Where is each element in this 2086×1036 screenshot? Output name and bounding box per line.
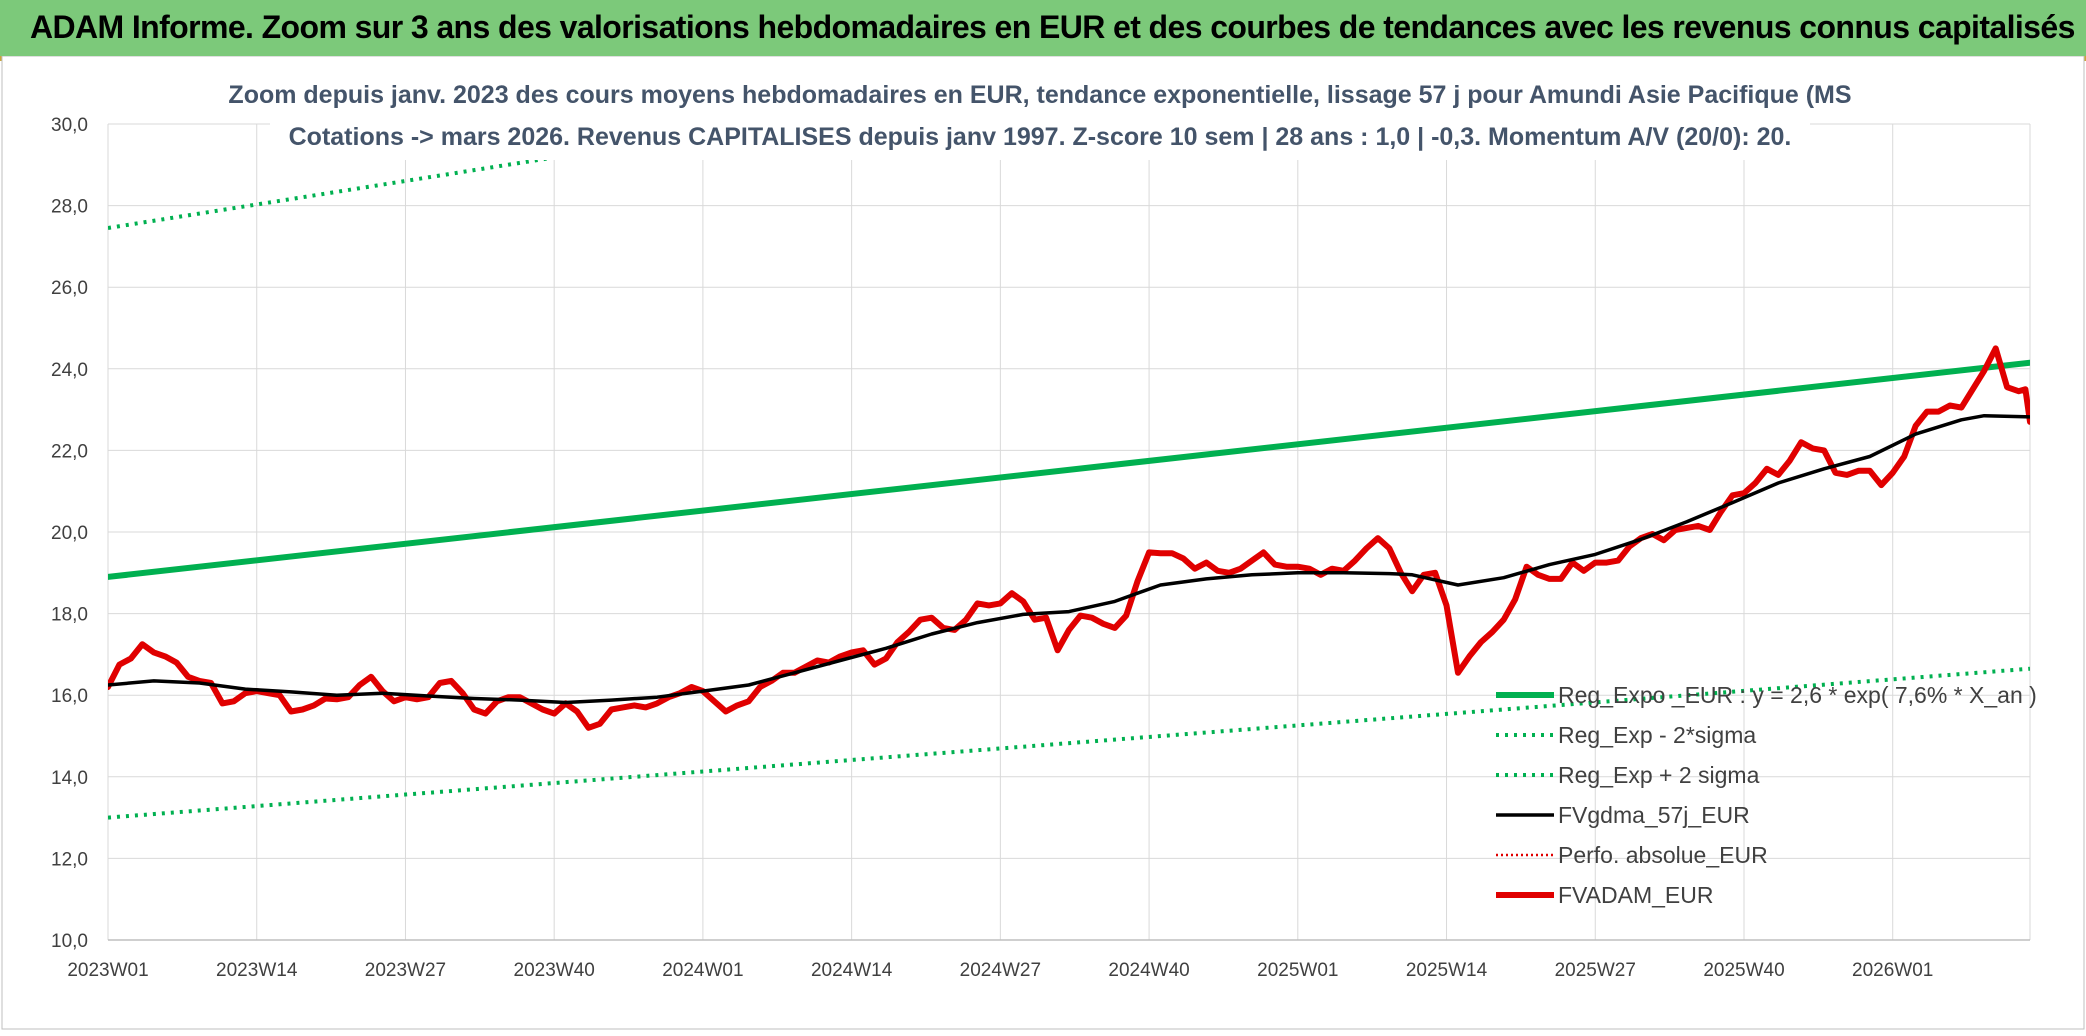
chart-title-line-2: Cotations -> mars 2026. Revenus CAPITALI… [289, 123, 1792, 151]
line-chart: 10,0 12,0 14,0 16,0 18,0 20,0 22,0 24,0 26,0 28,0… [1, 55, 2085, 1030]
y-tick-label: 26,0 [51, 278, 88, 299]
chart-title-line-1: Zoom depuis janv. 2023 des cours moyens … [228, 81, 1851, 109]
legend-label-reg_minus: Reg_Exp - 2*sigma [1558, 722, 1756, 748]
x-tick-label: 2023W27 [365, 960, 446, 981]
chart-frame [1, 55, 2085, 1030]
y-tick-label: 24,0 [51, 360, 88, 381]
y-tick-label: 28,0 [51, 197, 88, 218]
x-tick-label: 2025W40 [1703, 960, 1784, 981]
y-tick-label: 30,0 [51, 115, 88, 136]
chart-title-background [270, 60, 1810, 160]
chart-title-block: Zoom depuis janv. 2023 des cours moyens … [228, 60, 1852, 160]
y-tick-label: 12,0 [51, 849, 88, 870]
x-tick-label: 2023W01 [67, 960, 148, 981]
chart-container: 10,0 12,0 14,0 16,0 18,0 20,0 22,0 24,0 26,0 28,0… [0, 55, 2086, 1031]
x-tick-label: 2024W14 [811, 960, 893, 981]
x-tick-label: 2024W27 [960, 960, 1041, 981]
legend-label-fvadam: FVADAM_EUR [1558, 882, 1714, 908]
legend-label-fvgdma: FVgdma_57j_EUR [1558, 802, 1750, 828]
x-tick-label: 2026W01 [1852, 960, 1933, 981]
chart-legend: Reg_Expo _EUR : y = 2,6 * exp( 7,6% * X_… [1496, 682, 2037, 908]
series-line-reg_minus [108, 666, 2030, 820]
y-tick-label: 10,0 [51, 931, 88, 952]
series-line-reg_expo [108, 359, 2030, 580]
x-tick-label: 2025W27 [1555, 960, 1636, 981]
x-tick-label: 2025W14 [1406, 960, 1488, 981]
legend-label-reg_plus: Reg_Exp + 2 sigma [1558, 762, 1760, 788]
y-tick-label: 18,0 [51, 605, 88, 626]
report-title: ADAM Informe. Zoom sur 3 ans des valoris… [30, 9, 2075, 45]
x-tick-label: 2024W01 [662, 960, 743, 981]
x-tick-label: 2024W40 [1108, 960, 1189, 981]
x-tick-label: 2023W14 [216, 960, 298, 981]
report-banner: ADAM Informe. Zoom sur 3 ans des valoris… [0, 0, 2086, 57]
x-tick-label: 2023W40 [514, 960, 595, 981]
x-tick-label: 2025W01 [1257, 960, 1338, 981]
legend-label-perfo: Perfo. absolue_EUR [1558, 842, 1768, 868]
y-tick-label: 22,0 [51, 441, 88, 462]
y-tick-label: 14,0 [51, 768, 88, 789]
y-tick-label: 20,0 [51, 523, 88, 544]
series-line-fvgdma [108, 413, 2030, 705]
axis-layer: 10,0 12,0 14,0 16,0 18,0 20,0 22,0 24,0 26,0 28,0… [51, 115, 2030, 981]
series-line-reg_plus [108, 124, 779, 230]
legend-label-reg_expo: Reg_Expo _EUR : y = 2,6 * exp( 7,6% * X_… [1558, 682, 2037, 708]
y-tick-label: 16,0 [51, 686, 88, 707]
series-layer [108, 124, 2030, 820]
